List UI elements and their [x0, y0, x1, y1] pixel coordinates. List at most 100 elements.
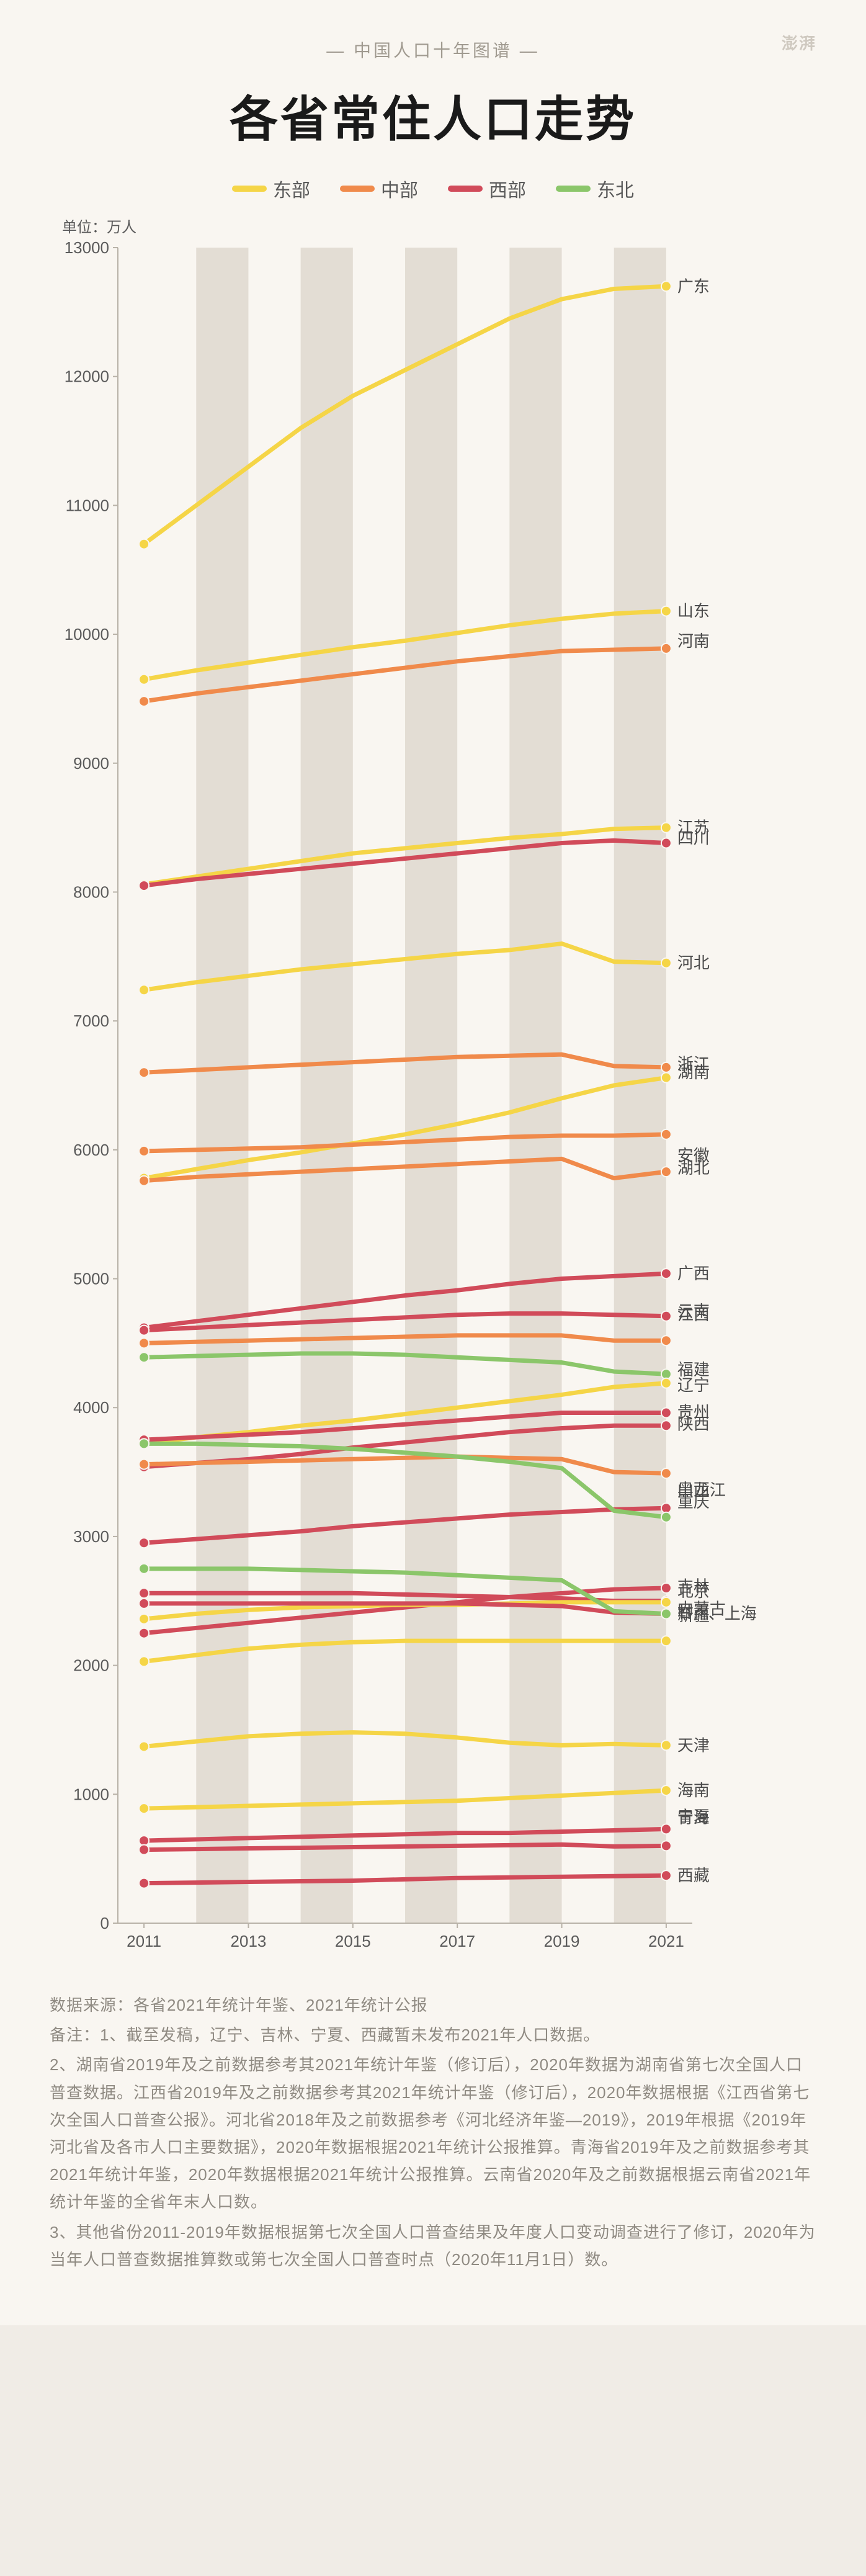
series-label: 山东: [677, 602, 710, 621]
series-label: 湖北: [677, 1159, 710, 1177]
series-marker: [139, 1067, 149, 1077]
series-marker: [139, 1588, 149, 1598]
main-title: 各省常住人口走势: [50, 81, 816, 150]
series-marker: [661, 1512, 671, 1522]
series-label: 江西: [677, 1305, 710, 1324]
footer-note: 备注：1、截至发稿，辽宁、吉林、宁夏、西藏暂未发布2021年人口数据。: [50, 2021, 816, 2049]
series-marker: [661, 1870, 671, 1880]
series-label: 四川: [677, 829, 710, 848]
series-label: 河南: [677, 632, 710, 650]
series-marker: [661, 1167, 671, 1177]
series-marker: [661, 1583, 671, 1593]
series-marker: [661, 1824, 671, 1834]
series-marker: [661, 1468, 671, 1478]
series-marker: [139, 1878, 149, 1888]
series-marker: [661, 838, 671, 848]
footer-note: 2、湖南省2019年及之前数据参考其2021年统计年鉴（修订后），2020年数据…: [50, 2051, 816, 2215]
series-marker: [661, 1268, 671, 1278]
legend-item: 东部: [232, 175, 310, 202]
series-marker: [661, 1785, 671, 1795]
series-marker: [661, 1636, 671, 1646]
x-tick-label: 2011: [127, 1932, 161, 1950]
series-marker: [139, 1438, 149, 1448]
series-marker: [139, 539, 149, 549]
series-label: 河北: [677, 954, 710, 972]
series-marker: [139, 1845, 149, 1855]
series-marker: [661, 1740, 671, 1750]
series-marker: [139, 1146, 149, 1156]
series-label: 浙江: [677, 1055, 710, 1074]
legend-label: 东北: [597, 175, 634, 202]
y-tick-label: 11000: [66, 496, 109, 514]
series-marker: [139, 1176, 149, 1186]
line-chart: 0100020003000400050006000700080009000100…: [50, 241, 816, 1967]
series-marker: [139, 985, 149, 995]
legend-swatch: [448, 186, 483, 192]
series-label: 广西: [677, 1264, 710, 1283]
series-label: 青海: [677, 1808, 710, 1826]
series-label: 黑龙江: [677, 1481, 726, 1499]
series-label: 海南: [677, 1781, 710, 1800]
series-marker: [139, 696, 149, 706]
series-marker: [139, 675, 149, 684]
legend-item: 东北: [556, 175, 634, 202]
series-marker: [139, 1656, 149, 1666]
legend-item: 中部: [340, 175, 418, 202]
series-marker: [139, 1338, 149, 1348]
series-label: 贵州: [677, 1402, 710, 1421]
series-marker: [661, 606, 671, 616]
series-marker: [661, 1420, 671, 1430]
series-marker: [661, 823, 671, 833]
series-marker: [139, 1538, 149, 1548]
legend-label: 东部: [273, 175, 310, 202]
y-tick-label: 13000: [65, 241, 109, 257]
series-marker: [139, 1599, 149, 1609]
series-marker: [661, 1841, 671, 1851]
series-label: 福建: [677, 1360, 710, 1379]
legend-label: 西部: [489, 175, 526, 202]
series-label: 西藏: [677, 1866, 710, 1885]
series-label: 北京: [677, 1582, 710, 1600]
series-marker: [661, 1129, 671, 1139]
legend-swatch: [556, 186, 591, 192]
legend-swatch: [232, 186, 267, 192]
series-marker: [661, 958, 671, 968]
y-tick-label: 2000: [73, 1656, 109, 1675]
legend-label: 中部: [381, 175, 418, 202]
series-marker: [139, 1628, 149, 1638]
x-tick-label: 2015: [335, 1932, 371, 1950]
y-tick-label: 9000: [73, 754, 109, 773]
series-marker: [139, 1564, 149, 1574]
chart-area: 0100020003000400050006000700080009000100…: [50, 241, 816, 1967]
x-tick-label: 2013: [231, 1932, 267, 1950]
y-tick-label: 12000: [65, 367, 109, 386]
series-marker: [139, 1614, 149, 1624]
series-marker: [139, 1326, 149, 1335]
x-tick-label: 2019: [544, 1932, 580, 1950]
series-marker: [661, 1378, 671, 1388]
footer-note: 3、其他省份2011-2019年数据根据第七次全国人口普查结果及年度人口变动调查…: [50, 2219, 816, 2273]
legend-item: 西部: [448, 175, 526, 202]
pretitle: — 中国人口十年图谱 —: [50, 37, 816, 62]
y-tick-label: 0: [100, 1914, 109, 1932]
series-label: 广东: [677, 277, 710, 295]
legend-swatch: [340, 186, 375, 192]
y-tick-label: 3000: [73, 1527, 109, 1546]
y-tick-label: 1000: [73, 1785, 109, 1803]
series-marker: [661, 1609, 671, 1619]
series-marker: [661, 1062, 671, 1072]
series-marker: [661, 1311, 671, 1321]
series-marker: [661, 1597, 671, 1607]
series-marker: [139, 1352, 149, 1362]
series-marker: [139, 1741, 149, 1751]
unit-label: 单位：万人: [50, 215, 816, 236]
series-marker: [661, 281, 671, 291]
series-label: 天津: [677, 1736, 710, 1754]
watermark: 澎湃: [782, 31, 816, 54]
y-tick-label: 5000: [73, 1270, 109, 1288]
x-tick-label: 2017: [439, 1932, 475, 1950]
y-tick-label: 8000: [73, 882, 109, 901]
y-tick-label: 10000: [65, 625, 109, 644]
series-marker: [661, 644, 671, 653]
series-label: 内蒙古: [677, 1600, 726, 1618]
